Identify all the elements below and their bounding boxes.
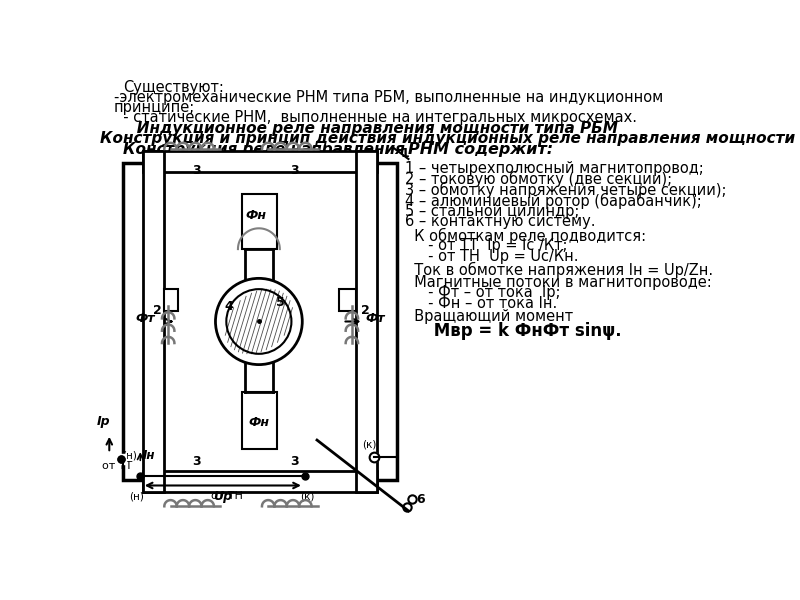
Text: Магнитные потоки в магнитопроводе:: Магнитные потоки в магнитопроводе: (405, 275, 711, 290)
Text: - от ТТ  Iр = Iс /Кт;: - от ТТ Iр = Iс /Кт; (405, 238, 567, 253)
Text: Фт: Фт (366, 312, 385, 325)
Bar (142, 151, 164, 493)
Text: 3: 3 (290, 455, 298, 468)
Text: 1: 1 (401, 146, 410, 160)
Text: Фт: Фт (135, 312, 154, 325)
Text: от ТТ: от ТТ (102, 461, 132, 471)
Text: - Фт – от тока  Iр;: - Фт – от тока Iр; (405, 285, 560, 300)
Text: Ток в обмотке напряжения Iн = Uр/Zн.: Ток в обмотке напряжения Iн = Uр/Zн. (405, 262, 713, 278)
Text: 2: 2 (361, 304, 370, 317)
Bar (142, 151, 378, 172)
Text: (к): (к) (362, 440, 377, 450)
Text: Фн: Фн (248, 416, 270, 429)
Text: принципе;: принципе; (114, 100, 195, 115)
Bar (242, 392, 277, 449)
Text: 2 – токовую обмотку (две секции);: 2 – токовую обмотку (две секции); (405, 172, 672, 187)
Text: Мвр = k ФнФт sinψ.: Мвр = k ФнФт sinψ. (405, 322, 622, 340)
Circle shape (215, 278, 302, 365)
Text: 1 – четырехполюсный магнитопровод;: 1 – четырехполюсный магнитопровод; (405, 161, 703, 176)
Text: Вращающий момент: Вращающий момент (405, 309, 573, 324)
Text: 4 – алюминиевый ротор (барабанчик);: 4 – алюминиевый ротор (барабанчик); (405, 193, 702, 209)
Text: Конструкция реле направления: Конструкция реле направления (123, 142, 405, 157)
Text: - Фн – от тока Iн.: - Фн – от тока Iн. (405, 296, 557, 311)
Text: Iр: Iр (96, 415, 110, 428)
Text: Существуют:: Существуют: (123, 80, 224, 95)
Text: мощности типа РБМ: мощности типа РБМ (123, 153, 333, 168)
Text: РНМ содержит:: РНМ содержит: (409, 142, 554, 157)
Text: - статические РНМ,  выполненные на интегральных микросхемах.: - статические РНМ, выполненные на интегр… (114, 110, 637, 125)
Text: 2: 2 (153, 304, 162, 317)
Text: Iн: Iн (142, 449, 155, 462)
Bar (338, 289, 356, 311)
Bar (164, 289, 178, 311)
Text: Конструкция и принцип действия индукционных реле направления мощности: Конструкция и принцип действия индукцион… (100, 131, 795, 146)
Text: 6 – контактную систему.: 6 – контактную систему. (405, 214, 595, 229)
Text: 5: 5 (276, 296, 285, 309)
Text: Uр: Uр (214, 490, 233, 503)
Text: 3: 3 (290, 164, 298, 178)
Bar (142, 471, 378, 493)
Text: Фн: Фн (246, 209, 266, 222)
Text: 6: 6 (416, 493, 425, 506)
Text: 3: 3 (192, 164, 201, 178)
Bar (123, 163, 397, 480)
Circle shape (226, 289, 291, 354)
Text: (н): (н) (122, 451, 138, 460)
Text: -электромеханические РНМ типа РБМ, выполненные на индукционном: -электромеханические РНМ типа РБМ, выпол… (114, 90, 663, 105)
Text: 3: 3 (192, 455, 201, 468)
Text: 5 – стальной цилиндр;: 5 – стальной цилиндр; (405, 203, 579, 218)
Text: (к): (к) (301, 491, 315, 502)
Text: - от ТН  Uр = Uс/Кн.: - от ТН Uр = Uс/Кн. (405, 249, 578, 264)
Bar (242, 194, 277, 249)
Text: К обмоткам реле подводится:: К обмоткам реле подводится: (405, 227, 646, 244)
Text: 3 – обмотку напряжения четыре секции);: 3 – обмотку напряжения четыре секции); (405, 182, 726, 198)
Text: 4: 4 (224, 300, 233, 313)
Bar (356, 151, 378, 493)
Text: (н): (н) (129, 491, 144, 502)
Text: от ТН: от ТН (210, 491, 242, 502)
Text: Индукционное реле направления мощности типа РБМ: Индукционное реле направления мощности т… (100, 121, 618, 136)
